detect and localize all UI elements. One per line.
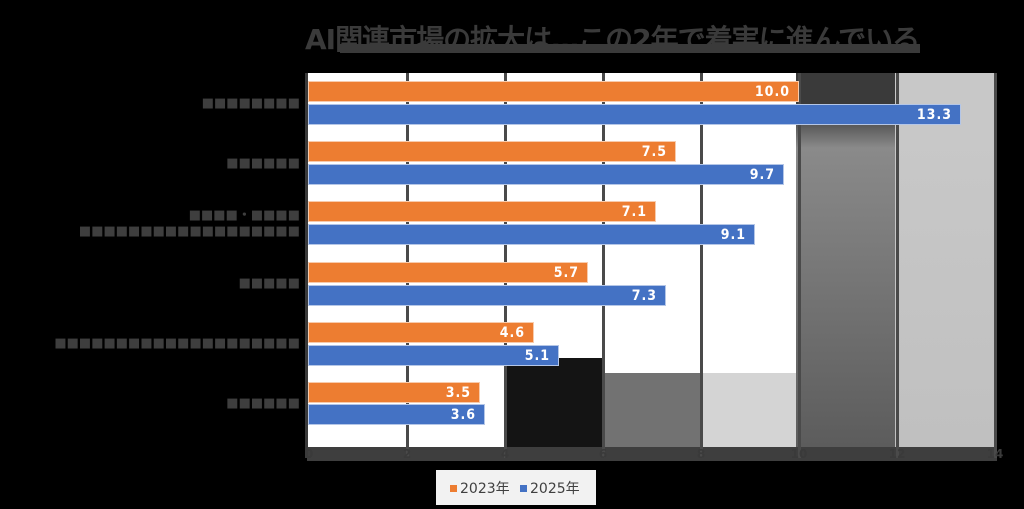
x-tick: 0 — [304, 447, 314, 461]
legend-label: 2023年 — [460, 481, 510, 497]
x-tick: 12 — [888, 447, 906, 461]
background-band — [504, 358, 602, 447]
x-tick: 4 — [500, 447, 510, 461]
x-axis — [307, 447, 997, 461]
legend-item-2025: 2025年 — [520, 478, 580, 498]
bar-2025: 3.6 — [308, 404, 485, 425]
category-label: ■■■■■■■■ — [201, 96, 300, 111]
y-axis-line — [305, 73, 308, 458]
bar-2023: 7.1 — [308, 201, 656, 222]
x-tick: 10 — [790, 447, 808, 461]
legend: 2023年 2025年 — [436, 470, 596, 505]
orange-swatch-icon — [450, 484, 457, 492]
category-label: ■■■■■■■■■■■■■■■■■■■■ — [54, 336, 300, 351]
bar-2025: 5.1 — [308, 345, 559, 366]
bar-2025: 9.1 — [308, 224, 755, 245]
category-label: ■■■■■■ — [226, 396, 300, 411]
legend-label: 2025年 — [530, 481, 580, 497]
bar-2025: 9.7 — [308, 164, 784, 185]
category-label: ■■■■■■ — [226, 156, 300, 171]
title-underline — [340, 44, 920, 53]
x-tick: 14 — [986, 447, 1004, 461]
legend-item-2023: 2023年 — [450, 478, 510, 498]
bar-2023: 10.0 — [308, 81, 799, 102]
background-band — [700, 373, 796, 447]
x-tick: 2 — [402, 447, 412, 461]
bar-2023: 5.7 — [308, 262, 588, 283]
x-tick: 6 — [598, 447, 608, 461]
category-label: ■■■■・■■■■ — [188, 208, 300, 223]
blue-swatch-icon — [520, 484, 527, 492]
gridline — [896, 73, 899, 458]
bar-2023: 7.5 — [308, 141, 676, 162]
bar-2025: 7.3 — [308, 285, 666, 306]
gridline — [700, 73, 703, 458]
gridline — [994, 73, 997, 458]
background-band — [796, 73, 895, 447]
background-band — [895, 73, 995, 447]
bar-2025: 13.3 — [308, 104, 961, 125]
gridline — [798, 73, 801, 458]
x-tick: 8 — [696, 447, 706, 461]
category-label: ■■■■■ — [238, 276, 300, 291]
gridline — [602, 73, 605, 458]
bar-2023: 4.6 — [308, 322, 534, 343]
category-label: ■■■■■■■■■■■■■■■■■■ — [78, 224, 300, 239]
background-band — [602, 373, 700, 447]
bar-2023: 3.5 — [308, 382, 480, 403]
